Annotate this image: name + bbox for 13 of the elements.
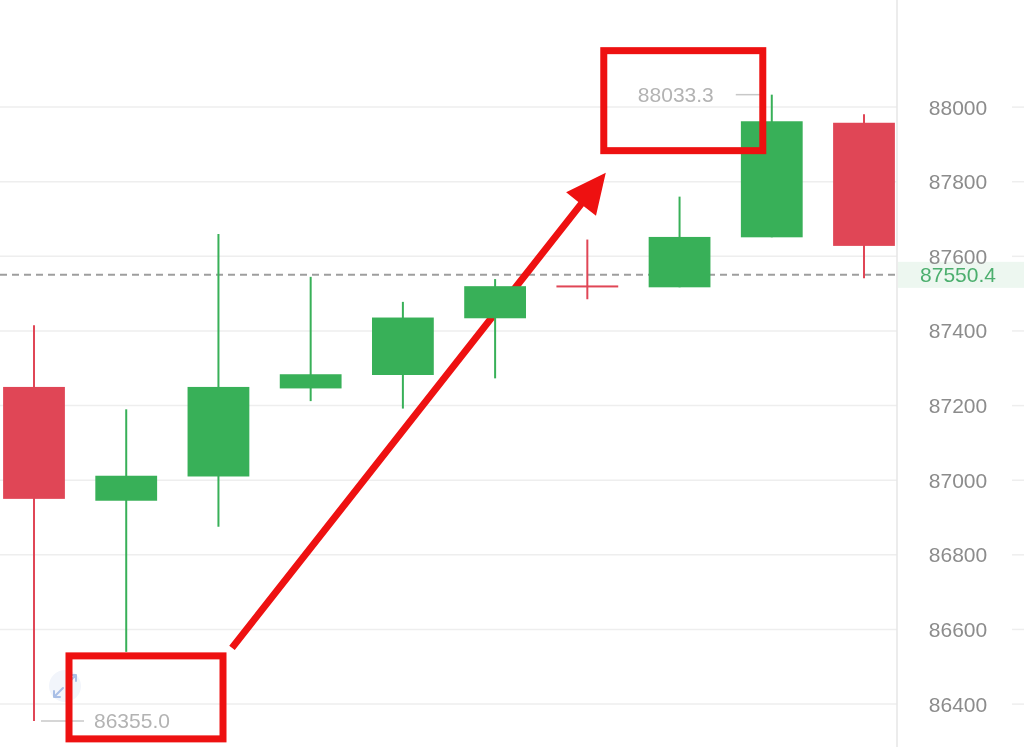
- y-tick-label: 87800: [928, 170, 988, 194]
- candlestick: [95, 408, 158, 653]
- y-tick-label: 87200: [928, 394, 988, 418]
- y-tick-label: 87000: [928, 468, 988, 492]
- y-tick-label: 86600: [928, 617, 988, 641]
- y-tick-label: 87400: [928, 319, 988, 343]
- y-tick-label: 88000: [928, 95, 988, 119]
- y-tick-label: 86800: [928, 543, 988, 567]
- annotation: 88033.3: [637, 83, 714, 107]
- candlestick: [279, 275, 342, 403]
- candlestick: [556, 238, 619, 301]
- annotation: 86355.0: [94, 709, 170, 733]
- y-tick-label: 86400: [928, 692, 988, 716]
